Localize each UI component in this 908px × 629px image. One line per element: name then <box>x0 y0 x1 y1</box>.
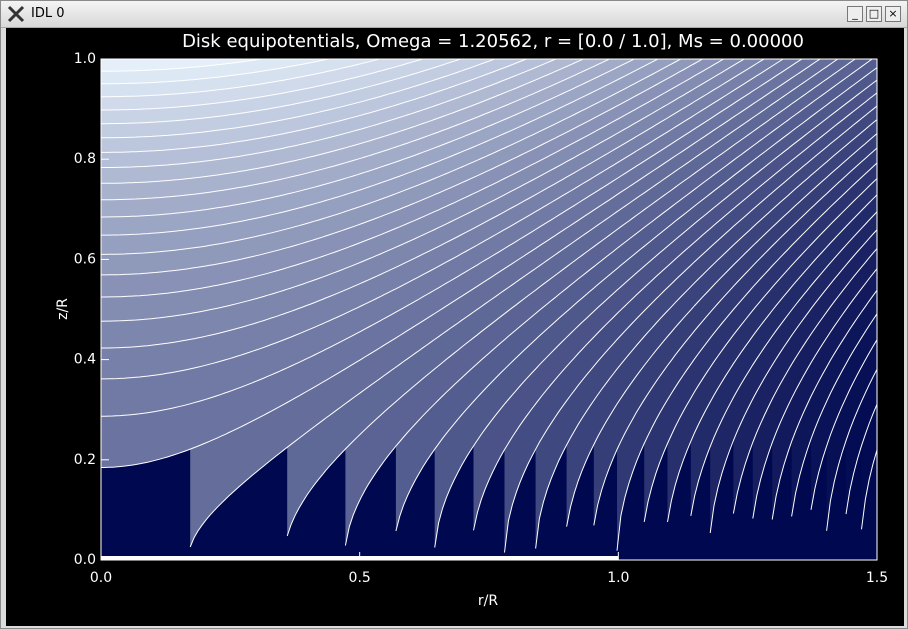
contour-line <box>504 105 877 553</box>
contour-line <box>101 59 585 184</box>
x-tick-label: 1.5 <box>866 570 888 586</box>
contour-line <box>643 178 877 522</box>
contour-line <box>101 59 765 349</box>
contour-line <box>667 194 877 523</box>
contour-line <box>732 248 877 514</box>
contour-line <box>826 369 877 531</box>
contour-line <box>709 229 877 534</box>
contour-line <box>101 59 660 236</box>
y-tick-label: 1.0 <box>74 51 96 67</box>
contour-line <box>344 59 873 546</box>
contour-line <box>101 59 611 201</box>
contour-line <box>101 59 746 322</box>
contour-line <box>101 59 682 255</box>
contour-line <box>101 59 425 111</box>
x-tick-label: 1.0 <box>607 570 629 586</box>
contour-line <box>593 147 877 526</box>
contour-line <box>101 59 803 417</box>
contour-line <box>101 59 463 125</box>
contour-line <box>101 59 528 153</box>
contour-line <box>566 133 877 527</box>
contour-line <box>395 67 877 532</box>
contour-line <box>101 59 785 380</box>
contour-line <box>101 59 266 72</box>
plot-frame <box>100 58 878 561</box>
contour-band <box>101 59 263 72</box>
contour-line <box>752 268 877 519</box>
contour-line <box>434 79 877 548</box>
contour-line <box>286 59 857 537</box>
y-axis-label: z/R <box>55 298 71 320</box>
contour-line <box>101 59 382 98</box>
contour-field <box>101 59 877 560</box>
contour-line <box>535 119 877 549</box>
y-tick-label: 0.0 <box>74 552 96 568</box>
contour-line <box>101 59 704 276</box>
x-tick-label: 0.5 <box>349 570 371 586</box>
contour-line <box>791 313 877 517</box>
y-tick-label: 0.6 <box>74 251 96 267</box>
maximize-button[interactable]: □ <box>866 6 882 22</box>
contour-line <box>101 59 821 468</box>
y-tick-label: 0.2 <box>74 452 96 468</box>
x-tick-label: 0.0 <box>90 570 112 586</box>
window-title: IDL 0 <box>31 6 65 21</box>
y-tick-label: 0.4 <box>74 352 96 368</box>
contour-line <box>616 162 877 551</box>
contour-line <box>189 59 839 548</box>
contour-line <box>101 59 497 139</box>
contour-line <box>101 59 558 168</box>
close-button[interactable]: × <box>885 6 901 22</box>
contour-line <box>690 211 877 516</box>
chart: Disk equipotentials, Omega = 1.20562, r … <box>6 28 904 626</box>
app-icon <box>7 5 25 23</box>
y-tick-label: 0.8 <box>74 151 96 167</box>
minimize-button[interactable]: _ <box>847 6 863 22</box>
contour-line <box>473 92 877 531</box>
contour-line <box>101 59 725 298</box>
contour-line <box>810 339 877 510</box>
contour-line <box>101 59 331 85</box>
x-axis-label: r/R <box>478 593 498 609</box>
chart-title: Disk equipotentials, Omega = 1.20562, r … <box>182 31 804 52</box>
title-bar: IDL 0 _ □ × <box>1 1 907 28</box>
contour-line <box>101 59 636 218</box>
contour-line <box>771 290 877 520</box>
contour-line <box>845 404 877 515</box>
contour-line <box>861 449 877 530</box>
